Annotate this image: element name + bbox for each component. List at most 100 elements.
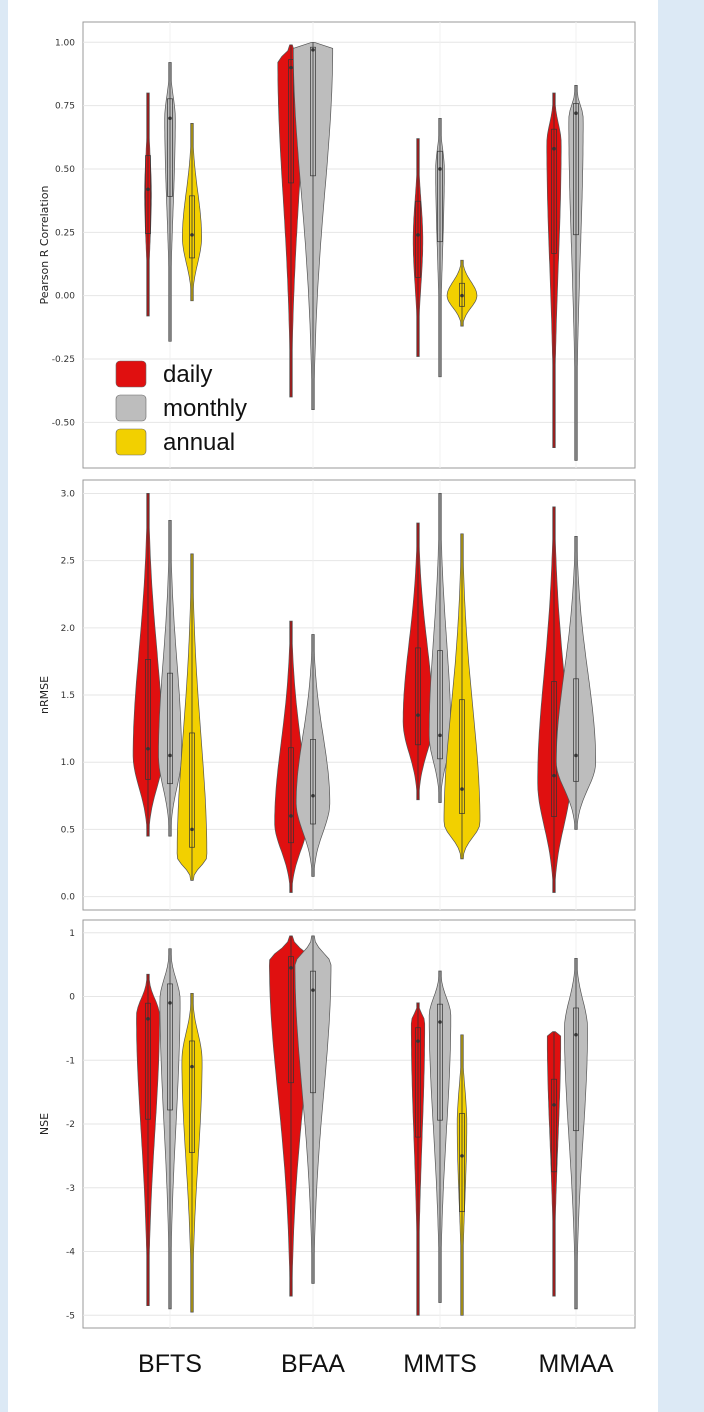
x-category-label-mmaa: MMAA [539, 1350, 614, 1378]
violin-box [459, 699, 465, 814]
violin-monthly-mmaa [564, 957, 588, 1310]
y-tick-label: 2.5 [61, 557, 75, 567]
violin-median [416, 233, 420, 237]
y-tick-label: 3.0 [61, 489, 76, 499]
violin-median [460, 293, 464, 298]
violin-annual-mmts [446, 259, 478, 327]
y-axis-label: Pearson R Correlation [38, 185, 51, 304]
legend: daily monthly annual [115, 360, 247, 456]
violin-monthly-bfts [164, 62, 176, 342]
y-tick-label: -4 [66, 1248, 75, 1258]
violin-box [551, 1078, 557, 1173]
violin-daily-mmaa [546, 1031, 562, 1297]
violin-median [552, 1103, 556, 1107]
legend-swatch-monthly [115, 394, 147, 422]
violin-box [310, 970, 316, 1094]
violin-monthly-bfaa [294, 935, 332, 1284]
y-tick-label: -3 [66, 1184, 75, 1194]
violin-box [437, 650, 443, 760]
violin-monthly-bfaa [295, 634, 331, 877]
figure: -0.50 -0.25 0.00 0.25 0.50 0.75 1.00 Pearson R … [8, 0, 658, 1412]
violin-daily-mmts [412, 138, 424, 357]
violin-monthly-mmaa [555, 536, 597, 830]
violin-box [415, 200, 421, 278]
violin-median [460, 1154, 464, 1158]
violin-median [190, 1064, 194, 1069]
violin-median [416, 1039, 420, 1043]
panel-frame [82, 21, 636, 469]
violin-box [551, 128, 557, 254]
violin-median [574, 111, 578, 116]
y-tick-label: 0.0 [61, 893, 76, 903]
violin-annual-bfts [182, 123, 202, 302]
violin-median [168, 753, 172, 758]
y-axis-label: NSE [38, 1113, 51, 1135]
violin-median [289, 814, 293, 818]
violin-median [552, 773, 556, 778]
violin-monthly-mmts [428, 970, 452, 1303]
violin-monthly-bfts [159, 948, 181, 1310]
violin-daily-mmaa [537, 506, 571, 893]
violin-box [459, 1113, 465, 1213]
violin-box [288, 59, 294, 184]
violin-annual-mmts [443, 533, 481, 860]
x-category-label-bfts: BFTS [138, 1350, 202, 1378]
y-tick-label: 0.00 [55, 292, 75, 302]
violin-box [437, 150, 443, 243]
violin-box [459, 282, 465, 307]
y-tick-label: 1.5 [61, 691, 75, 701]
violin-annual-bfts [176, 553, 208, 881]
violin-median [168, 1001, 172, 1005]
y-tick-label: 0.75 [55, 102, 75, 112]
violin-box [573, 1007, 579, 1132]
y-tick-label: -1 [66, 1056, 75, 1066]
violin-box [573, 103, 579, 236]
violin-daily-bfts [144, 92, 152, 317]
violin-daily-bfts [136, 973, 160, 1307]
violin-monthly-mmts [428, 493, 452, 803]
y-tick-label: 1 [69, 929, 75, 939]
y-tick-label: 1.0 [61, 758, 76, 768]
x-category-label-mmts: MMTS [403, 1350, 477, 1378]
violin-median [146, 1017, 150, 1021]
y-tick-label: 0 [69, 993, 75, 1003]
violin-median [311, 793, 315, 798]
y-tick-label: 1.00 [55, 38, 75, 48]
violin-monthly-mmts [435, 117, 445, 378]
y-tick-label: 2.0 [61, 624, 76, 634]
panel-pearson-r-correlation: -0.50 -0.25 0.00 0.25 0.50 0.75 1.00 Pearson R … [38, 21, 636, 469]
violin-box [167, 98, 173, 197]
violin-median [289, 65, 293, 70]
violin-median [438, 733, 442, 738]
legend-swatch-daily [115, 360, 147, 388]
violin-box [189, 732, 195, 848]
violin-median [311, 988, 315, 992]
violin-annual-bfts [181, 992, 203, 1313]
violin-box [415, 647, 421, 746]
legend-label-monthly: monthly [163, 395, 247, 422]
x-category-labels: BFTS BFAA MMTS MMAA [138, 1350, 614, 1378]
y-tick-label: -5 [66, 1311, 75, 1321]
violin-box [189, 1040, 195, 1153]
violin-box [288, 956, 294, 1084]
violin-median [574, 1032, 578, 1037]
violin-median [190, 827, 194, 832]
x-category-label-bfaa: BFAA [281, 1350, 345, 1378]
violin-box [145, 659, 151, 780]
y-tick-label: -0.50 [52, 418, 76, 428]
panel-nse: -5 -4 -3 -2 -1 0 1 NSE [38, 919, 636, 1329]
violin-box [189, 195, 195, 259]
violin-box [573, 678, 579, 782]
violin-median [438, 1020, 442, 1024]
violin-box [310, 46, 316, 177]
y-tick-label: -2 [66, 1120, 75, 1130]
legend-label-annual: annual [163, 429, 235, 456]
legend-label-daily: daily [163, 361, 212, 388]
violin-median [416, 713, 420, 717]
violin-monthly-mmaa [568, 85, 584, 461]
violin-box [437, 1003, 443, 1121]
violin-monthly-bfaa [292, 41, 334, 411]
legend-swatch-annual [115, 428, 147, 456]
violin-median [438, 167, 442, 171]
